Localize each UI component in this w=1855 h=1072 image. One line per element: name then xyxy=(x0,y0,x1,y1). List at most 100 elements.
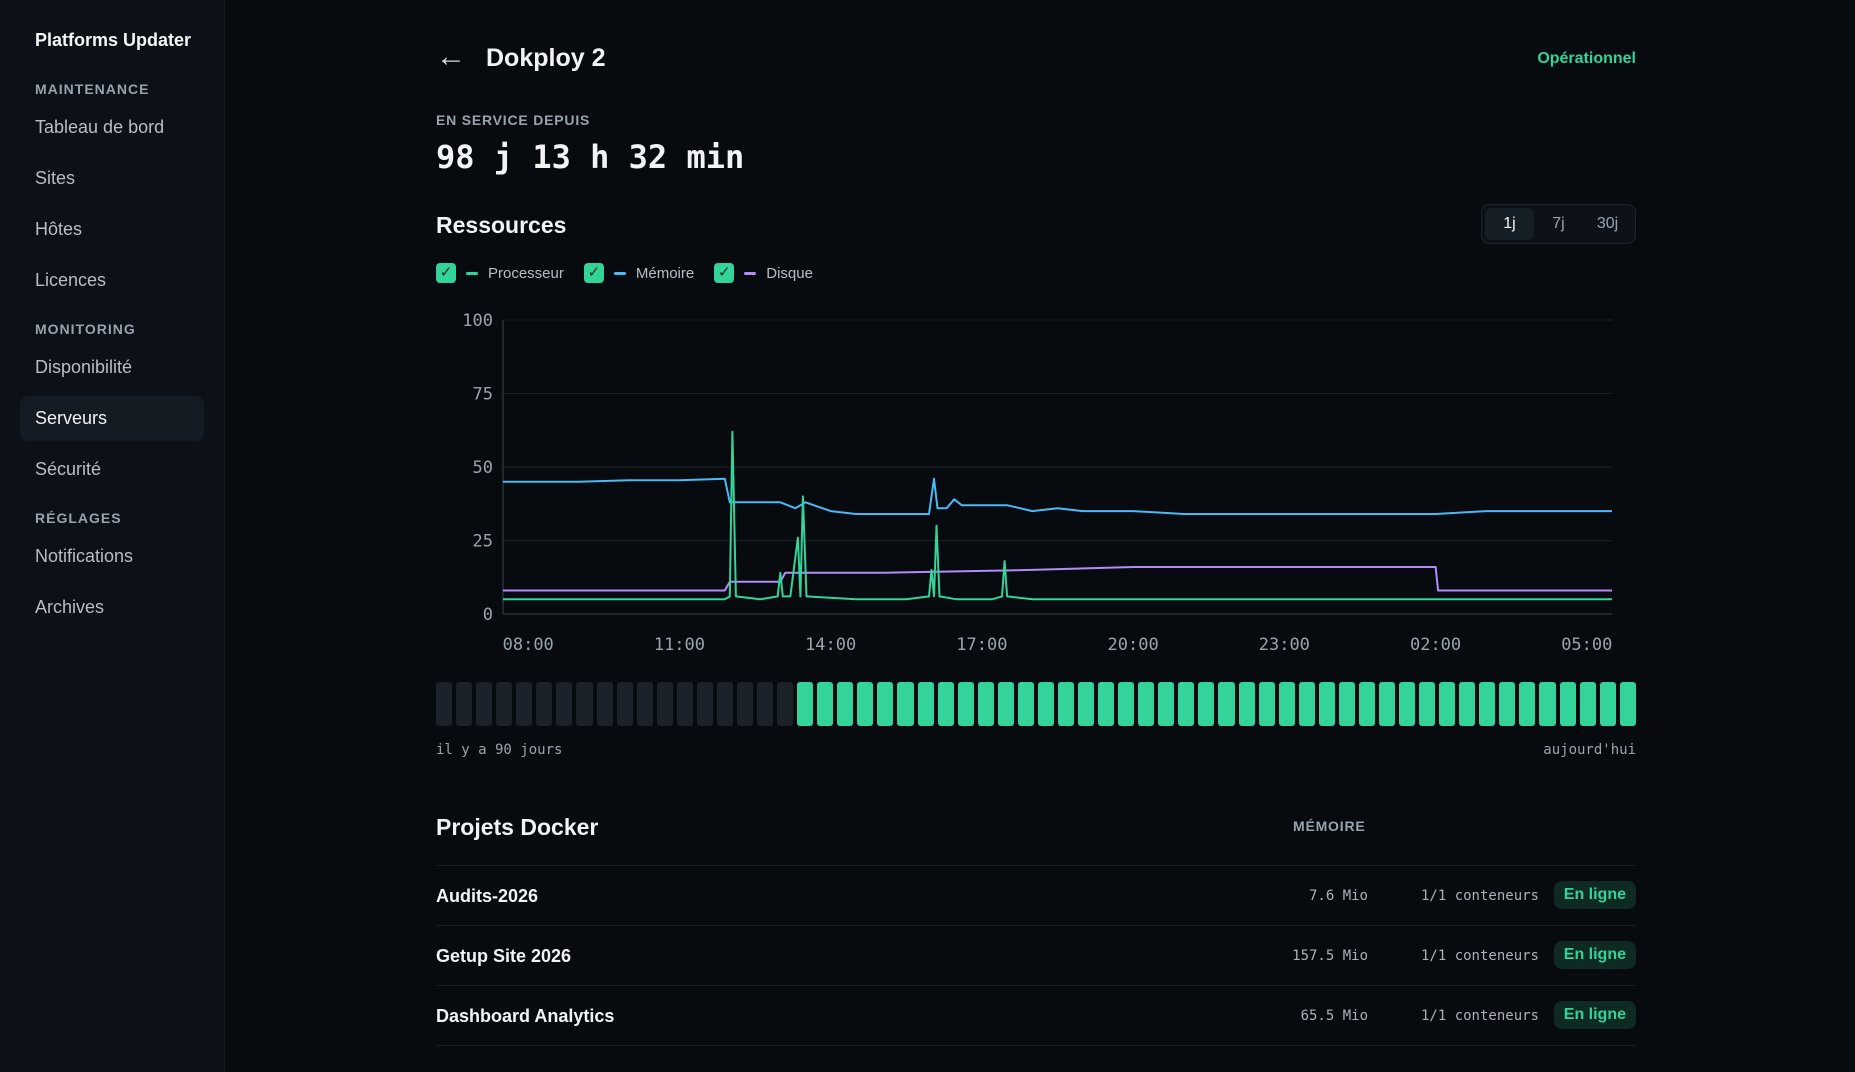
sidebar-item-licences[interactable]: Licences xyxy=(35,270,107,290)
availability-bar xyxy=(1539,682,1556,726)
availability-bar xyxy=(1298,682,1315,726)
availability-bar xyxy=(997,682,1014,726)
availability-bar xyxy=(1419,682,1436,726)
series-line-disque xyxy=(503,566,1612,592)
availability-bar xyxy=(877,682,894,726)
legend-swatch-memoire xyxy=(613,271,626,275)
sidebar-item-securite[interactable]: Sécurité xyxy=(35,459,102,479)
x-tick-label: 23:00 xyxy=(1259,635,1310,655)
availability-bar xyxy=(516,682,533,726)
project-name: Getup Site 2026 xyxy=(436,946,572,966)
availability-bar xyxy=(496,682,513,726)
table-row[interactable]: Audits-2026 7.6 Mio 1/1 conteneurs En li… xyxy=(436,866,1636,926)
range-7j-button[interactable]: 7j xyxy=(1552,215,1565,232)
availability-bar xyxy=(757,682,774,726)
availability-bar xyxy=(957,682,974,726)
checkbox-checked-icon[interactable]: ✓ xyxy=(714,263,735,283)
status-badge: En ligne xyxy=(1553,941,1636,969)
sidebar-item-hotes[interactable]: Hôtes xyxy=(35,219,83,239)
availability-bar xyxy=(1017,682,1034,726)
availability-bar xyxy=(736,682,753,726)
x-tick-label: 20:00 xyxy=(1108,635,1159,655)
back-arrow-icon[interactable]: ← xyxy=(436,40,466,73)
availability-bar xyxy=(616,682,633,726)
legend-label-processeur: Processeur xyxy=(488,264,564,282)
availability-bar xyxy=(857,682,874,726)
availability-bar xyxy=(937,682,954,726)
legend-disque-toggle[interactable]: ✓ Disque xyxy=(714,263,813,283)
resources-title: Ressources xyxy=(436,212,567,238)
sidebar-item-serveurs[interactable]: Serveurs xyxy=(20,396,204,441)
sidebar-item-disponibilite[interactable]: Disponibilité xyxy=(35,357,133,377)
availability-bar xyxy=(777,682,794,726)
status-badge: En ligne xyxy=(1553,1001,1636,1029)
availability-bar xyxy=(1078,682,1095,726)
availability-bar xyxy=(1399,682,1416,726)
availability-bar xyxy=(1479,682,1496,726)
x-tick-label: 02:00 xyxy=(1410,635,1461,655)
availability-bar xyxy=(1198,682,1215,726)
availability-bar xyxy=(1439,682,1456,726)
availability-bars xyxy=(436,682,1636,726)
y-tick-label: 50 xyxy=(473,458,493,478)
availability-bar xyxy=(596,682,613,726)
legend-processeur-toggle[interactable]: ✓ Processeur xyxy=(436,263,564,283)
sidebar: Platforms Updater MAINTENANCE Tableau de… xyxy=(0,0,225,1072)
checkbox-checked-icon[interactable]: ✓ xyxy=(583,263,604,283)
availability-bar xyxy=(1378,682,1395,726)
availability-bar xyxy=(1218,682,1235,726)
sidebar-item-sites[interactable]: Sites xyxy=(35,168,76,188)
sidebar-item-archives[interactable]: Archives xyxy=(35,597,105,617)
availability-bar xyxy=(837,682,854,726)
sidebar-item-tableau-de-bord[interactable]: Tableau de bord xyxy=(35,117,165,137)
resources-chart: 0 25 50 75 100 08:00 11:00 14:00 17:00 20:00 23:00… xyxy=(436,306,1636,666)
x-tick-label: 11:00 xyxy=(654,635,705,655)
legend-label-memoire: Mémoire xyxy=(635,264,695,282)
availability-bar xyxy=(716,682,733,726)
availability-bar xyxy=(1358,682,1375,726)
availability-bar xyxy=(476,682,493,726)
section-label-reglages: RÉGLAGES xyxy=(35,510,122,526)
page-header: ← Dokploy 2 Opérationnel xyxy=(436,0,1636,118)
availability-bar xyxy=(1178,682,1195,726)
table-row[interactable]: Getup Site 2026 157.5 Mio 1/1 conteneurs… xyxy=(436,926,1636,986)
table-row[interactable]: Dashboard Analytics 65.5 Mio 1/1 contene… xyxy=(436,986,1636,1046)
memory-column-header: MÉMOIRE xyxy=(1293,818,1366,834)
project-memory: 65.5 Mio xyxy=(1300,1008,1368,1024)
sidebar-item-notifications[interactable]: Notifications xyxy=(35,546,134,566)
availability-bar xyxy=(1318,682,1335,726)
availability-bar xyxy=(556,682,573,726)
series-line-mémoire xyxy=(503,477,1612,515)
status-label: Opérationnel xyxy=(1537,50,1636,67)
chart-legend: ✓ Processeur ✓ Mémoire ✓ Disque xyxy=(436,260,1636,286)
legend-label-disque: Disque xyxy=(766,264,813,282)
project-memory: 7.6 Mio xyxy=(1308,888,1368,904)
range-30j-button[interactable]: 30j xyxy=(1596,215,1619,232)
legend-memoire-toggle[interactable]: ✓ Mémoire xyxy=(583,263,695,283)
project-name: Audits-2026 xyxy=(436,886,539,906)
availability-bar xyxy=(576,682,593,726)
y-tick-label: 100 xyxy=(462,311,493,331)
uptime-label: EN SERVICE DEPUIS xyxy=(436,112,591,128)
range-selector: 1j 7j 30j xyxy=(1481,204,1636,244)
availability-bar xyxy=(1278,682,1295,726)
project-containers: 1/1 conteneurs xyxy=(1420,1008,1539,1024)
project-name: Dashboard Analytics xyxy=(436,1006,615,1026)
availability-bar xyxy=(977,682,994,726)
legend-swatch-disque xyxy=(744,271,757,275)
availability-bar xyxy=(696,682,713,726)
range-1j-button[interactable]: 1j xyxy=(1485,208,1534,240)
availability-bar xyxy=(1118,682,1135,726)
availability-bar xyxy=(1579,682,1596,726)
availability-bar xyxy=(1158,682,1175,726)
y-tick-label: 75 xyxy=(473,385,493,405)
checkbox-checked-icon[interactable]: ✓ xyxy=(436,263,456,283)
page-title: Dokploy 2 xyxy=(486,44,606,72)
main-content: ← Dokploy 2 Opérationnel EN SERVICE DEPU… xyxy=(225,0,1855,1072)
availability-bar xyxy=(456,682,473,726)
x-tick-label: 17:00 xyxy=(956,635,1007,655)
x-tick-label: 08:00 xyxy=(503,635,554,655)
availability-bar xyxy=(797,682,814,726)
availability-start-label: il y a 90 jours xyxy=(436,742,563,758)
availability-bar xyxy=(1499,682,1516,726)
